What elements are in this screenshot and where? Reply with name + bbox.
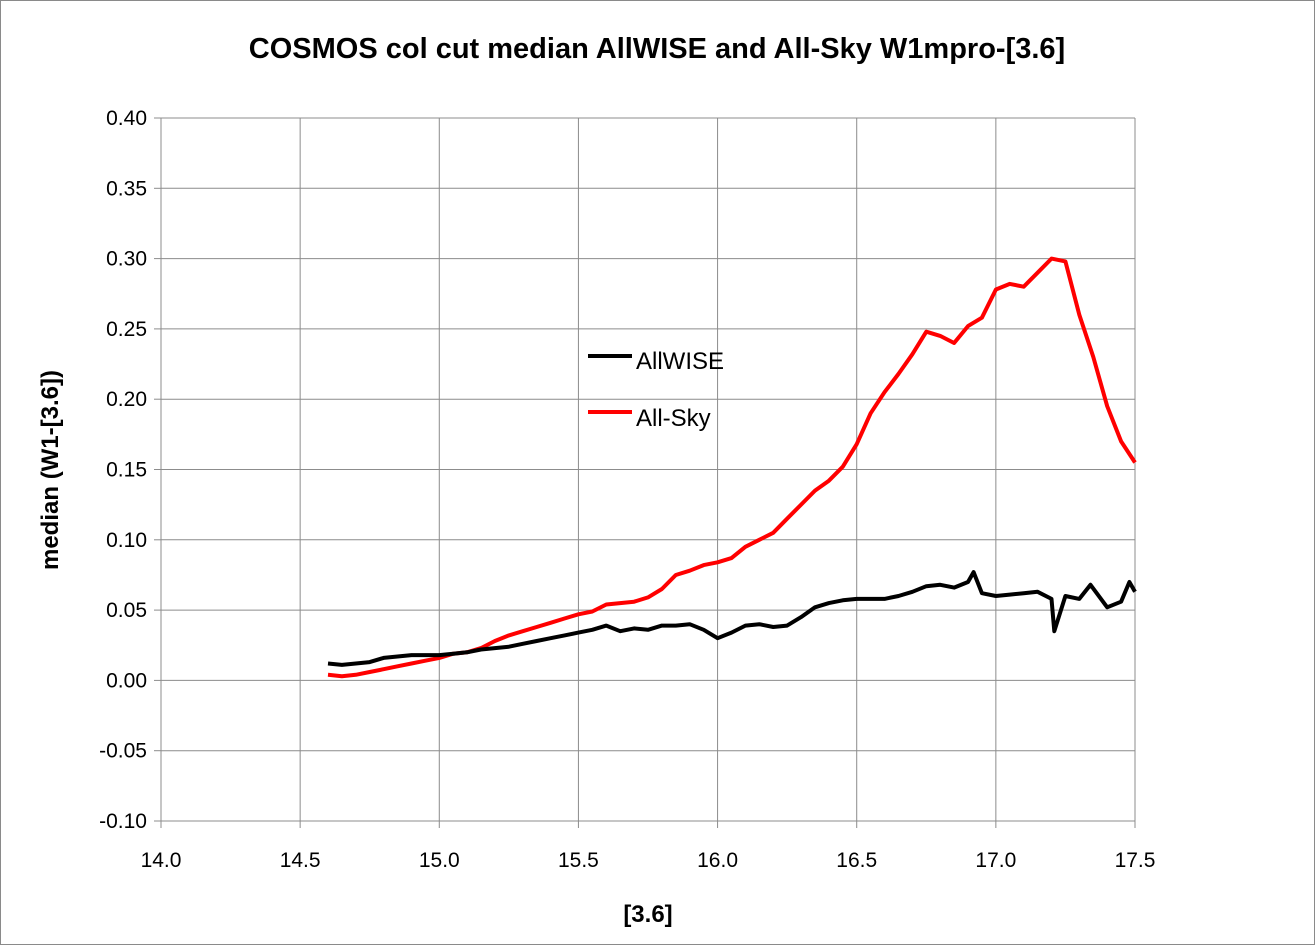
x-axis-label: [3.6] <box>623 901 672 928</box>
x-tick-label: 17.5 <box>1115 849 1156 872</box>
x-tick-label: 16.0 <box>697 849 738 872</box>
y-tick-label: 0.05 <box>106 599 147 622</box>
grid-lines <box>154 117 1136 828</box>
tick-labels: -0.10 -0.05 0.00 0.05 0.10 0.15 0.20 0.25 0.30 0.… <box>99 107 1155 872</box>
y-tick-label: 0.20 <box>106 388 147 411</box>
x-tick-label: 17.0 <box>975 849 1016 872</box>
y-tick-label: 0.10 <box>106 529 147 552</box>
series-line-allwise <box>327 570 1137 667</box>
y-tick-label: -0.05 <box>99 740 147 763</box>
y-tick-label: 0.30 <box>106 248 147 271</box>
series-lines <box>327 256 1137 679</box>
legend-label-all-sky: All-Sky <box>636 405 711 432</box>
legend-label-allwise: AllWISE <box>636 348 724 375</box>
y-tick-label: 0.00 <box>106 669 147 692</box>
y-tick-label: -0.10 <box>99 810 147 833</box>
y-tick-label: 0.15 <box>106 459 147 482</box>
y-tick-label: 0.35 <box>106 177 147 200</box>
x-tick-label: 15.5 <box>558 849 599 872</box>
x-tick-label: 14.0 <box>141 849 182 872</box>
chart-title: COSMOS col cut median AllWISE and All-Sk… <box>249 33 1065 65</box>
y-tick-label: 0.25 <box>106 318 147 341</box>
y-axis-label: median (W1-[3.6]) <box>37 370 64 570</box>
x-tick-label: 14.5 <box>280 849 321 872</box>
x-tick-label: 15.0 <box>419 849 460 872</box>
y-tick-label: 0.40 <box>106 107 147 130</box>
x-tick-label: 16.5 <box>836 849 877 872</box>
legend: AllWISE All-Sky <box>588 348 724 432</box>
